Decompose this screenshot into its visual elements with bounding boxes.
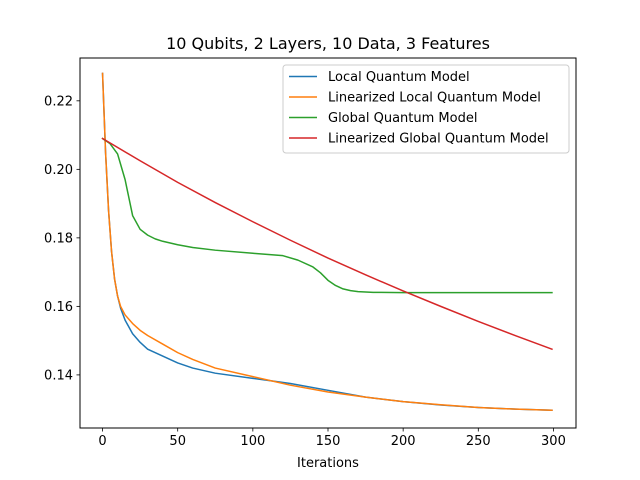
x-tick-label: 200 bbox=[391, 434, 416, 449]
legend: Local Quantum Model Linearized Local Quan… bbox=[282, 64, 570, 154]
y-tick-label: 0.14 bbox=[44, 368, 73, 383]
x-tick-label: 0 bbox=[98, 434, 106, 449]
chart-title: 10 Qubits, 2 Layers, 10 Data, 3 Features bbox=[166, 34, 490, 53]
x-tick-label: 100 bbox=[240, 434, 265, 449]
y-tick-label: 0.20 bbox=[44, 163, 73, 178]
y-tick-label: 0.22 bbox=[44, 94, 73, 109]
series-line-2 bbox=[101, 137, 553, 294]
legend-label-3: Linearized Global Quantum Model bbox=[328, 132, 549, 147]
y-tick-label: 0.16 bbox=[44, 300, 73, 315]
x-axis: 0 50 100 150 200 250 300 bbox=[98, 428, 566, 449]
y-axis: 0.14 0.16 0.18 0.20 0.22 bbox=[44, 94, 80, 383]
series-line-1 bbox=[101, 72, 553, 411]
series-line-3 bbox=[101, 137, 553, 351]
series-layer bbox=[101, 72, 553, 411]
legend-label-2: Global Quantum Model bbox=[328, 111, 477, 126]
legend-label-1: Linearized Local Quantum Model bbox=[328, 91, 541, 106]
legend-frame bbox=[282, 64, 570, 154]
y-tick-label: 0.18 bbox=[44, 231, 73, 246]
x-tick-label: 300 bbox=[541, 434, 566, 449]
x-tick-label: 250 bbox=[466, 434, 491, 449]
x-tick-label: 50 bbox=[169, 434, 186, 449]
x-axis-label: Iterations bbox=[297, 456, 359, 471]
x-tick-label: 150 bbox=[316, 434, 341, 449]
legend-label-0: Local Quantum Model bbox=[328, 70, 470, 85]
